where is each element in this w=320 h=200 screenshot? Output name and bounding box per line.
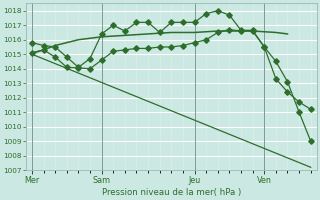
- X-axis label: Pression niveau de la mer( hPa ): Pression niveau de la mer( hPa ): [102, 188, 241, 197]
